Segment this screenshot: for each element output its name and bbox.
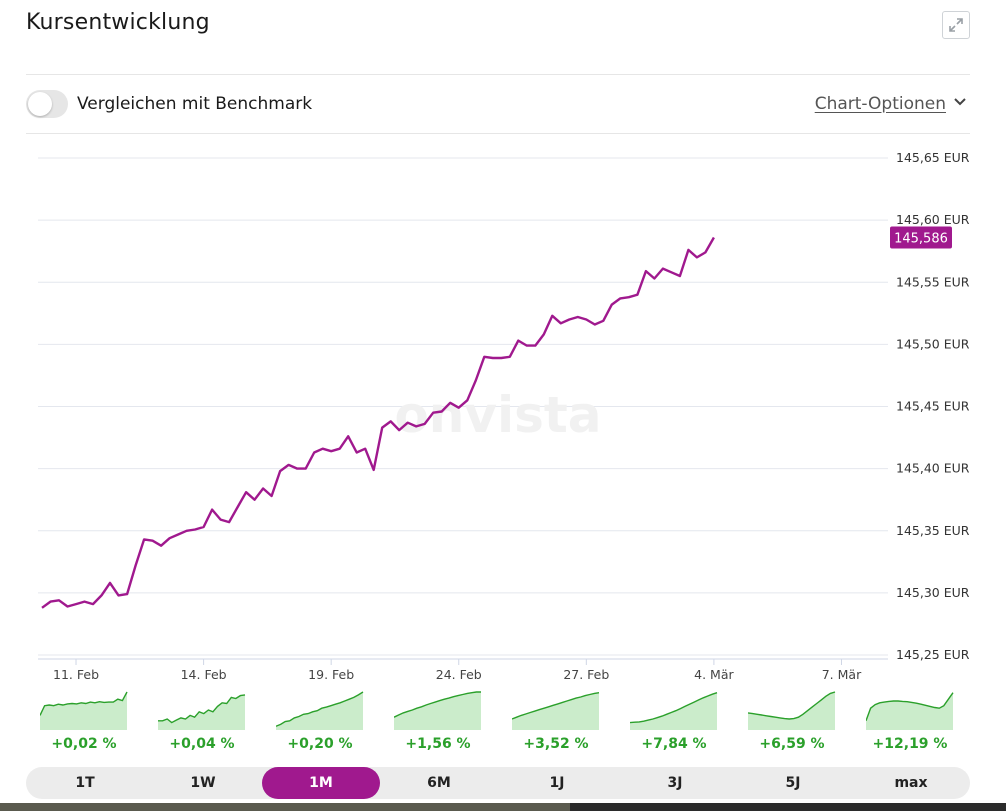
mini-chart-change: +0,20 %: [287, 736, 353, 752]
tab-6m[interactable]: 6M: [427, 775, 451, 791]
x-axis: 11. Feb 14. Feb 19. Feb 24. Feb 27. Feb 4. Mä…: [53, 659, 862, 682]
mini-chart[interactable]: +0,02 %: [40, 688, 128, 758]
y-tick-label: 145,45 EUR: [896, 399, 970, 414]
window-strip: [0, 803, 1006, 811]
mini-chart-line: [866, 692, 954, 722]
mini-chart-change: +0,04 %: [169, 736, 235, 752]
tab-1w[interactable]: 1W: [190, 775, 216, 791]
mini-chart-area: [512, 692, 599, 730]
x-tick-label: 11. Feb: [53, 667, 99, 682]
mini-chart-change: +0,02 %: [51, 736, 117, 752]
page-title: Kursentwicklung: [26, 10, 210, 35]
watermark: onvista: [394, 386, 601, 444]
mini-chart-area: [748, 692, 835, 730]
mini-chart[interactable]: +6,59 %: [748, 688, 836, 758]
mini-chart-change: +3,52 %: [523, 736, 589, 752]
mini-chart-line: [40, 691, 128, 716]
x-tick-label: 4. Mär: [694, 667, 734, 682]
tab-5j[interactable]: 5J: [785, 775, 801, 791]
mini-chart-line: [394, 691, 481, 718]
x-tick-label: 19. Feb: [308, 667, 354, 682]
mini-chart-graph: [40, 691, 128, 730]
mini-chart-line: [748, 691, 836, 720]
mini-chart-graph: [394, 691, 481, 730]
mini-chart-line: [512, 692, 600, 720]
chart-grid: [38, 157, 888, 660]
mini-chart-change: +6,59 %: [759, 736, 825, 752]
divider: [26, 133, 970, 134]
period-performance-row: +0,02 % +0,04 % +0,20 % +1,56 % +3,52 % +7,84…: [40, 688, 970, 758]
last-value-badge: 145,586: [890, 226, 952, 249]
mini-chart-area: [394, 692, 481, 730]
x-tick-label: 14. Feb: [181, 667, 227, 682]
y-tick-label: 145,30 EUR: [896, 585, 970, 600]
y-tick-label: 145,55 EUR: [896, 274, 970, 289]
mini-chart-line: [158, 694, 246, 724]
tab-max[interactable]: max: [894, 775, 928, 791]
expand-icon: [949, 18, 963, 32]
divider: [26, 74, 970, 75]
chevron-down-icon[interactable]: [953, 97, 967, 107]
period-tabs: 1T 1W 1M 6M 1J 3J 5J max: [26, 767, 970, 799]
mini-chart-graph: [512, 692, 600, 730]
tab-1t[interactable]: 1T: [75, 775, 95, 791]
y-tick-label: 145,40 EUR: [896, 461, 970, 476]
mini-chart-graph: [748, 691, 836, 730]
expand-button[interactable]: [942, 11, 970, 39]
mini-chart[interactable]: +12,19 %: [866, 688, 954, 758]
mini-chart-change: +1,56 %: [405, 736, 471, 752]
x-tick-label: 7. Mär: [822, 667, 862, 682]
price-line: [41, 236, 715, 609]
mini-chart[interactable]: +3,52 %: [512, 688, 600, 758]
mini-chart[interactable]: +1,56 %: [394, 688, 482, 758]
last-value-badge-bg: [890, 226, 952, 249]
mini-chart-change: +12,19 %: [872, 736, 948, 752]
chart-options-link[interactable]: Chart-Optionen: [814, 94, 946, 114]
toggle-knob: [28, 92, 52, 116]
benchmark-toggle[interactable]: [26, 90, 68, 118]
mini-chart-graph: [276, 691, 364, 730]
mini-chart-graph: [866, 692, 954, 730]
y-tick-label: 145,25 EUR: [896, 647, 970, 662]
mini-chart-area: [40, 692, 127, 730]
mini-chart[interactable]: +0,20 %: [276, 688, 364, 758]
last-value-text: 145,586: [894, 232, 948, 247]
x-tick-label: 27. Feb: [563, 667, 609, 682]
mini-chart-graph: [158, 694, 246, 730]
mini-chart-change: +7,84 %: [641, 736, 707, 752]
tab-1m[interactable]: 1M: [262, 767, 380, 799]
mini-chart[interactable]: +0,04 %: [158, 688, 246, 758]
mini-chart-line: [630, 692, 718, 724]
y-tick-label: 145,35 EUR: [896, 523, 970, 538]
tab-1j[interactable]: 1J: [549, 775, 565, 791]
mini-chart-area: [866, 692, 953, 730]
benchmark-toggle-label: Vergleichen mit Benchmark: [77, 94, 313, 114]
x-tick-label: 24. Feb: [436, 667, 482, 682]
mini-chart[interactable]: +7,84 %: [630, 688, 718, 758]
mini-chart-graph: [630, 692, 718, 730]
mini-chart-area: [276, 692, 363, 730]
tab-3j[interactable]: 3J: [667, 775, 683, 791]
y-tick-label: 145,50 EUR: [896, 336, 970, 351]
y-tick-label: 145,60 EUR: [896, 212, 970, 227]
y-axis: 145,65 EUR 145,60 EUR 145,55 EUR 145,50 EUR…: [896, 150, 970, 662]
mini-chart-line: [276, 691, 364, 727]
y-tick-label: 145,65 EUR: [896, 150, 970, 165]
